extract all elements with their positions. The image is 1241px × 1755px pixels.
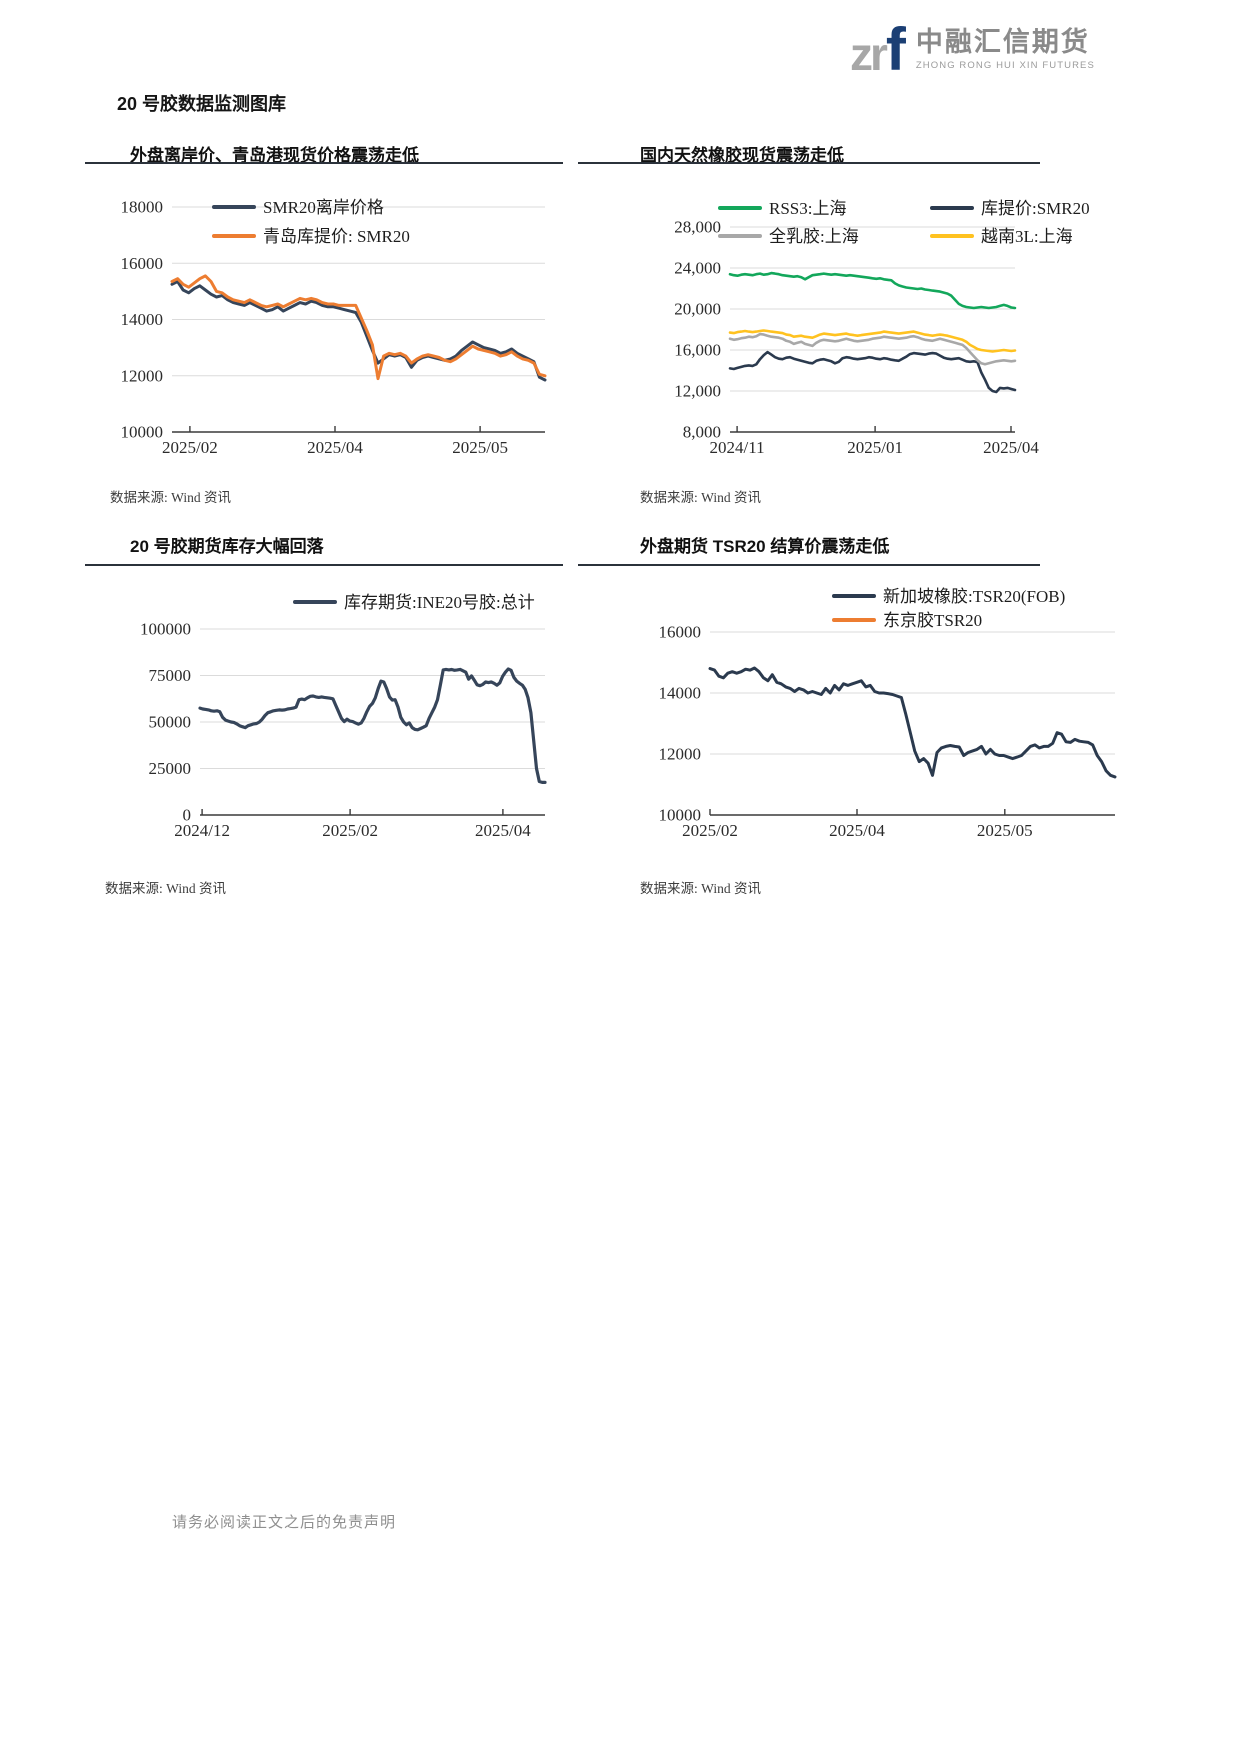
svg-text:12000: 12000 — [121, 366, 164, 385]
legend-item: 越南3L:上海 — [930, 226, 1090, 246]
svg-text:2025/02: 2025/02 — [322, 821, 378, 840]
svg-text:2024/12: 2024/12 — [174, 821, 230, 840]
chart2-legend: RSS3:上海 库提价:SMR20 全乳胶:上海 越南3L:上海 — [718, 198, 1090, 246]
svg-text:2025/05: 2025/05 — [977, 821, 1033, 840]
divider-chart2 — [578, 162, 1040, 164]
chart4-plot-area: 16000 14000 12000 10000 2025/02 2025/04 2025/0… — [585, 580, 1130, 860]
legend-line-swatch-icon — [293, 600, 337, 604]
legend-label: 东京胶TSR20 — [883, 610, 983, 630]
chart3-plot-area: 100000 75000 50000 25000 0 2024/12 2025/02 2025… — [85, 580, 560, 860]
legend-line-swatch-icon — [832, 618, 876, 622]
divider-chart3 — [85, 564, 563, 566]
svg-text:24,000: 24,000 — [674, 259, 721, 278]
legend-line-swatch-icon — [212, 205, 256, 209]
legend-item: 新加坡橡胶:TSR20(FOB) — [832, 586, 1065, 606]
legend-line-swatch-icon — [832, 594, 876, 598]
chart1-plot-area: 18000 16000 14000 12000 10000 2025/02 2025/04 2… — [85, 190, 560, 470]
svg-text:25000: 25000 — [149, 759, 192, 778]
chart3-title: 20 号胶期货库存大幅回落 — [130, 537, 324, 556]
svg-text:10000: 10000 — [659, 806, 702, 825]
disclaimer-footer: 请务必阅读正文之后的免责声明 — [172, 1515, 397, 1531]
svg-text:12000: 12000 — [659, 745, 702, 764]
svg-text:2024/11: 2024/11 — [710, 438, 765, 457]
legend-line-swatch-icon — [930, 206, 974, 210]
legend-line-swatch-icon — [718, 234, 762, 238]
svg-text:2025/05: 2025/05 — [452, 438, 508, 457]
svg-text:16000: 16000 — [659, 623, 702, 642]
legend-label: SMR20离岸价格 — [263, 197, 384, 217]
legend-item: RSS3:上海 — [718, 198, 930, 218]
svg-text:8,000: 8,000 — [683, 423, 721, 442]
svg-text:16000: 16000 — [121, 254, 164, 273]
svg-text:28,000: 28,000 — [674, 218, 721, 237]
legend-line-swatch-icon — [212, 234, 256, 238]
svg-text:2025/01: 2025/01 — [847, 438, 903, 457]
chart-offshore-qingdao-price: 18000 16000 14000 12000 10000 2025/02 2025/04 2… — [85, 190, 560, 470]
legend-item: 东京胶TSR20 — [832, 610, 1065, 630]
svg-text:100000: 100000 — [140, 620, 191, 639]
legend-line-swatch-icon — [718, 206, 762, 210]
legend-item: SMR20离岸价格 — [212, 197, 410, 217]
source-note-chart4: 数据来源: Wind 资讯 — [640, 881, 761, 896]
svg-text:50000: 50000 — [149, 713, 192, 732]
chart1-legend: SMR20离岸价格青岛库提价: SMR20 — [212, 197, 410, 246]
svg-text:14000: 14000 — [121, 310, 164, 329]
svg-text:18000: 18000 — [121, 198, 164, 217]
chart1-title: 外盘离岸价、青岛港现货价格震荡走低 — [130, 146, 419, 165]
chart2-plot-area: 28,000 24,000 20,000 16,000 12,000 8,000 2024/… — [585, 190, 1130, 470]
source-note-chart2: 数据来源: Wind 资讯 — [640, 490, 761, 505]
logo-zr-text: zr — [850, 28, 888, 80]
company-name-cn: 中融汇信期货 — [915, 27, 1090, 57]
svg-text:0: 0 — [183, 806, 192, 825]
company-name-en: ZHONG RONG HUI XIN FUTURES — [915, 60, 1095, 72]
svg-text:12,000: 12,000 — [674, 382, 721, 401]
chart2-title: 国内天然橡胶现货震荡走低 — [640, 146, 844, 165]
legend-label: 库提价:SMR20 — [981, 198, 1090, 218]
legend-item: 库存期货:INE20号胶:总计 — [293, 592, 535, 612]
legend-label: 全乳胶:上海 — [769, 226, 859, 246]
chart-tsr20-settlement-price: 16000 14000 12000 10000 2025/02 2025/04 2025/0… — [585, 580, 1130, 860]
svg-text:10000: 10000 — [121, 423, 164, 442]
logo-f-text: f — [885, 16, 906, 83]
divider-chart4 — [578, 564, 1040, 566]
logo-zrf-icon: zr f — [850, 20, 906, 80]
legend-label: RSS3:上海 — [769, 198, 847, 218]
legend-label: 越南3L:上海 — [981, 226, 1073, 246]
svg-text:16,000: 16,000 — [674, 341, 721, 360]
legend-line-swatch-icon — [930, 234, 974, 238]
source-note-chart3: 数据来源: Wind 资讯 — [105, 881, 226, 896]
svg-text:14000: 14000 — [659, 684, 702, 703]
source-note-chart1: 数据来源: Wind 资讯 — [110, 490, 231, 505]
chart4-legend: 新加坡橡胶:TSR20(FOB) 东京胶TSR20 — [832, 586, 1065, 630]
chart-canvas: 28,000 24,000 20,000 16,000 12,000 8,0002024/… — [674, 218, 1039, 458]
legend-label: 新加坡橡胶:TSR20(FOB) — [883, 586, 1066, 606]
divider-chart1 — [85, 162, 563, 164]
chart4-title: 外盘期货 TSR20 结算价震荡走低 — [640, 537, 890, 556]
logo: zr f 中融汇信期货 ZHONG RONG HUI XIN FUTURES — [850, 20, 1095, 80]
legend-item: 库提价:SMR20 — [930, 198, 1090, 218]
chart-domestic-natural-rubber-spot: 28,000 24,000 20,000 16,000 12,000 8,000 2024/… — [585, 190, 1130, 470]
legend-label: 青岛库提价: SMR20 — [263, 226, 410, 246]
svg-text:2025/04: 2025/04 — [983, 438, 1039, 457]
svg-text:2025/04: 2025/04 — [829, 821, 885, 840]
svg-text:2025/04: 2025/04 — [307, 438, 363, 457]
legend-item: 全乳胶:上海 — [718, 226, 930, 246]
svg-text:2025/02: 2025/02 — [682, 821, 738, 840]
legend-label: 库存期货:INE20号胶:总计 — [344, 592, 535, 612]
chart3-legend: 库存期货:INE20号胶:总计 — [293, 592, 535, 612]
legend-item: 青岛库提价: SMR20 — [212, 226, 410, 246]
svg-text:2025/02: 2025/02 — [162, 438, 218, 457]
svg-text:20,000: 20,000 — [674, 300, 721, 319]
page-title: 20 号胶数据监测图库 — [117, 94, 287, 114]
logo-text: 中融汇信期货 ZHONG RONG HUI XIN FUTURES — [916, 26, 1095, 71]
chart-ine20-futures-inventory: 100000 75000 50000 25000 0 2024/12 2025/02 2025… — [85, 580, 560, 860]
svg-text:75000: 75000 — [149, 666, 192, 685]
svg-text:2025/04: 2025/04 — [475, 821, 531, 840]
